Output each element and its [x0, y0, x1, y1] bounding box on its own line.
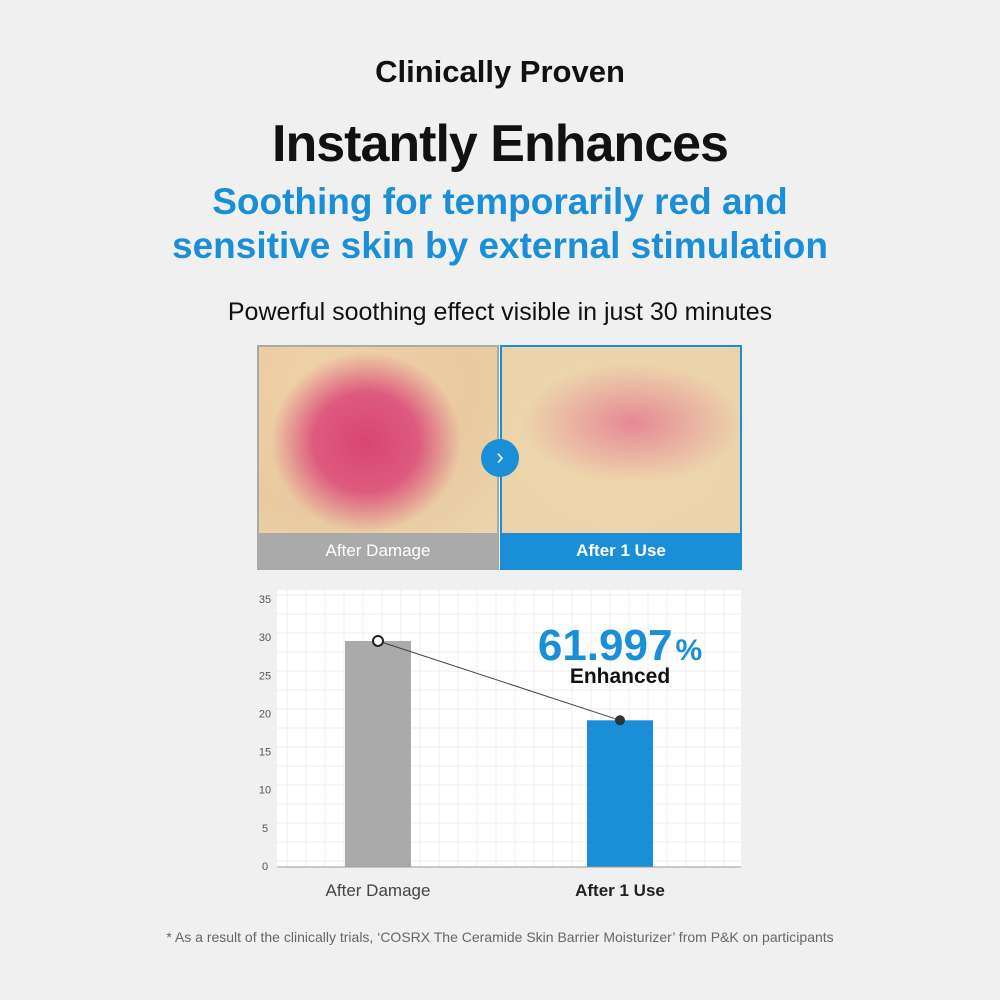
trend-line	[377, 640, 621, 721]
y-tick-label: 0	[262, 861, 268, 873]
y-tick-label: 35	[259, 594, 271, 606]
y-tick-label: 25	[259, 670, 271, 682]
y-tick-label: 10	[259, 785, 271, 797]
skin-image-before	[259, 347, 497, 537]
y-tick-label: 15	[259, 747, 271, 759]
kicker-text: Clinically Proven	[375, 54, 625, 89]
subtitle-line-1: Soothing for temporarily red and	[212, 181, 788, 222]
y-tick-label: 30	[259, 632, 271, 644]
subtitle: Soothing for temporarily red and sensiti…	[0, 180, 1000, 268]
bar-after-damage	[345, 640, 411, 867]
photo-caption: After 1 Use	[502, 533, 740, 568]
photo-caption: After Damage	[259, 533, 497, 568]
x-tick-label: After 1 Use	[575, 881, 665, 900]
annotation-label: Enhanced	[570, 665, 670, 688]
annotation-value: 61.997%	[538, 621, 702, 670]
x-tick-label: After Damage	[326, 881, 431, 900]
y-tick-label: 20	[259, 708, 271, 720]
description: Powerful soothing effect visible in just…	[227, 298, 773, 326]
photo-after-use: After 1 Use	[500, 345, 742, 570]
y-tick-label: 5	[262, 823, 268, 835]
bar-chart: 0 5 10 15 20 25 30 35 After Damage After 1 Use 61…	[259, 590, 741, 900]
page-title: Instantly Enhances	[272, 115, 729, 173]
annotation-unit: %	[675, 634, 702, 667]
footnote: * As a result of the clinically trials, …	[166, 929, 834, 945]
annotation-number: 61.997	[538, 621, 673, 670]
data-point	[615, 715, 625, 726]
bar-after-use	[587, 720, 653, 867]
chevron-right-icon: ›	[481, 439, 519, 477]
skin-image-after	[502, 347, 740, 537]
data-point	[372, 634, 384, 647]
subtitle-line-2: sensitive skin by external stimulation	[172, 225, 828, 266]
photo-after-damage: After Damage	[257, 345, 499, 570]
